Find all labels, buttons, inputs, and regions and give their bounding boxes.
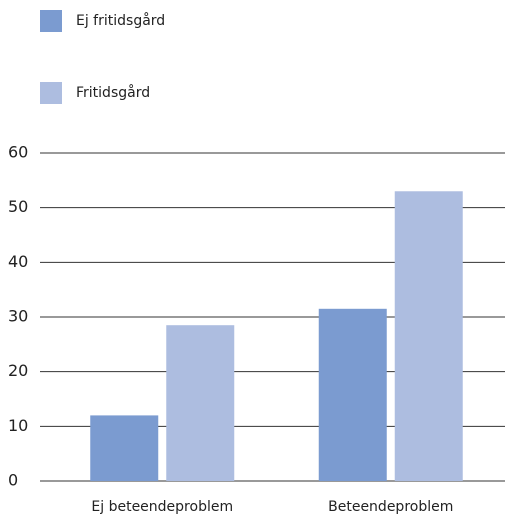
legend-label: Ej fritidsgård [76,12,165,29]
y-tick-label: 60 [8,143,28,162]
bar [394,191,463,481]
bar [318,308,387,481]
y-tick-label: 30 [8,307,28,326]
y-tick-label: 0 [8,471,18,490]
legend-label: Fritidsgård [76,84,150,101]
y-tick-label: 10 [8,416,28,435]
y-tick-label: 20 [8,361,28,380]
y-tick-label: 50 [8,197,28,216]
y-tick-label: 40 [8,252,28,271]
legend-swatch [40,82,62,104]
x-tick-label: Ej beteendeproblem [91,499,233,515]
x-tick-label: Beteendeproblem [328,499,453,515]
bar [166,325,235,481]
bar [90,415,159,481]
legend-swatch [40,10,62,32]
